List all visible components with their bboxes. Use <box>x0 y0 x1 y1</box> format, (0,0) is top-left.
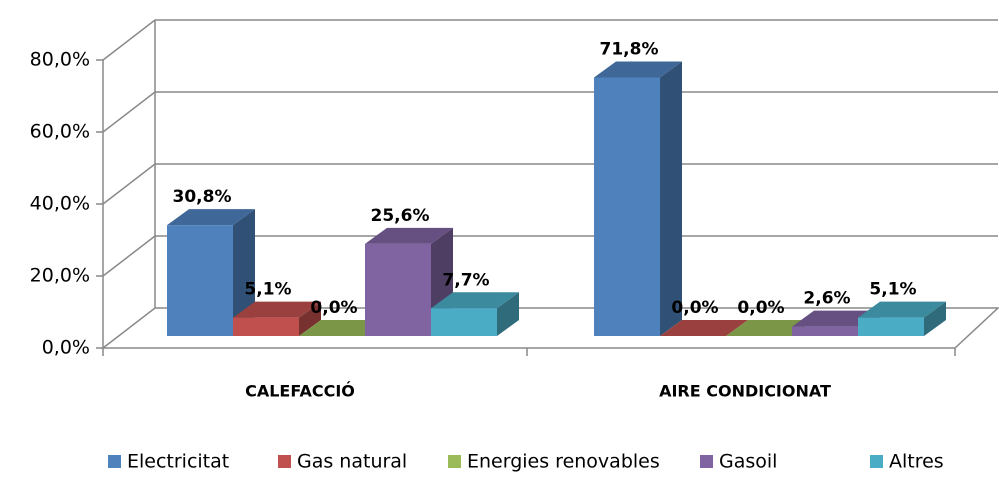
bar-face <box>660 61 682 337</box>
legend-swatch <box>278 455 291 468</box>
bar-face <box>233 317 299 336</box>
bar-face <box>431 308 497 336</box>
bar <box>858 301 946 336</box>
bar-face <box>792 326 858 336</box>
legend-swatch <box>700 455 713 468</box>
grid-line <box>102 91 998 133</box>
bar <box>233 301 321 336</box>
legend-label: Altres <box>889 451 944 473</box>
x-tick-label: AIRE CONDICIONAT <box>659 382 831 401</box>
bar-face <box>431 292 519 309</box>
value-label: 0,0% <box>671 298 718 318</box>
value-label: 5,1% <box>244 280 291 300</box>
bar-face <box>233 209 255 336</box>
bar-face <box>660 320 748 336</box>
bar-face <box>365 243 431 336</box>
value-label: 7,7% <box>442 270 489 290</box>
legend-swatch <box>108 455 121 468</box>
bar <box>167 209 255 336</box>
legend-label: Energies renovables <box>467 451 660 473</box>
grid-line <box>102 235 998 277</box>
bar-face <box>594 77 660 337</box>
y-tick-label: 0,0% <box>42 337 90 359</box>
bar-face <box>233 301 321 318</box>
value-label: 5,1% <box>869 280 916 300</box>
value-label: 2,6% <box>803 289 850 309</box>
y-tick-label: 40,0% <box>30 193 90 215</box>
x-tick-label: CALEFACCIÓ <box>245 382 355 401</box>
y-tick-label: 60,0% <box>30 121 90 143</box>
bar-face <box>365 227 453 244</box>
bar-face <box>858 301 946 318</box>
legend-label: Gasoil <box>719 451 777 473</box>
value-label: 30,8% <box>173 187 232 207</box>
bar-face <box>594 61 682 78</box>
bar-face <box>299 301 321 336</box>
bar <box>660 320 748 336</box>
floor <box>100 307 999 349</box>
bar <box>594 61 682 337</box>
legend-swatch <box>870 455 883 468</box>
y-tick-label: 80,0% <box>30 49 90 71</box>
value-label: 25,6% <box>371 206 430 226</box>
value-label: 71,8% <box>600 40 659 60</box>
grid-line <box>102 163 998 205</box>
legend-swatch <box>448 455 461 468</box>
bar-face <box>497 292 519 336</box>
legend-label: Electricitat <box>127 451 229 473</box>
bar-face <box>924 301 946 336</box>
legend-label: Gas natural <box>297 451 407 473</box>
value-label: 0,0% <box>737 298 784 318</box>
bar-face <box>167 225 233 336</box>
bar-face <box>167 209 255 226</box>
bar <box>431 292 519 336</box>
bar-face <box>858 317 924 336</box>
value-label: 0,0% <box>310 298 357 318</box>
y-tick-label: 20,0% <box>30 265 90 287</box>
grid-line <box>102 19 998 61</box>
